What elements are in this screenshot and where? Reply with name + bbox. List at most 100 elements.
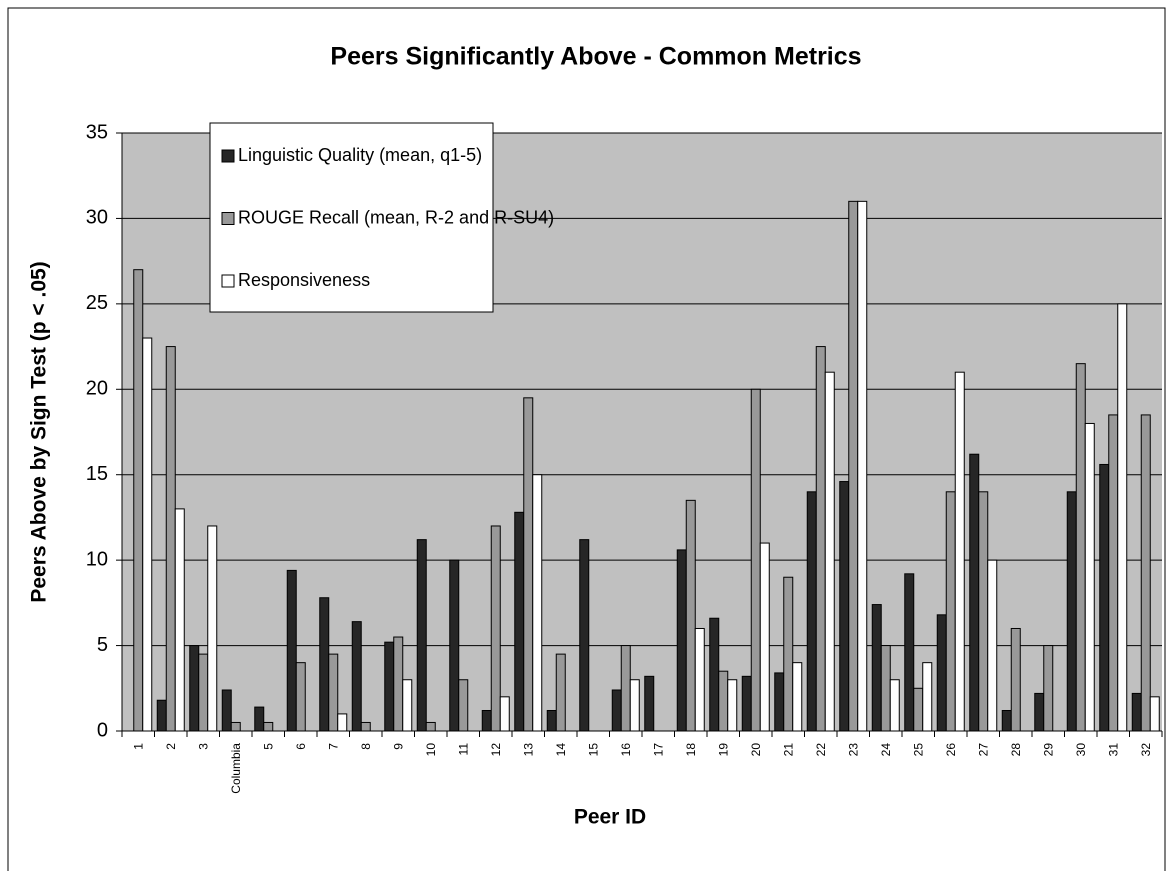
y-tick-label: 35: [86, 121, 108, 143]
bar: [207, 525, 218, 732]
x-tick-label: 22: [814, 743, 828, 757]
y-tick-label: 20: [86, 378, 108, 400]
x-tick-label: 25: [911, 743, 925, 757]
bar: [824, 371, 835, 732]
bar: [198, 653, 209, 732]
x-tick-label: 24: [879, 743, 893, 757]
bar: [611, 689, 622, 732]
bar: [360, 721, 371, 732]
bar: [555, 653, 566, 732]
x-tick-label: 7: [326, 743, 340, 750]
x-tick-label: 18: [684, 743, 698, 757]
bar: [759, 542, 770, 732]
legend-box: [209, 122, 494, 313]
bar: [174, 508, 185, 732]
bar: [904, 573, 915, 732]
x-tick-label: 1: [131, 743, 145, 750]
y-tick-label: 30: [86, 207, 108, 229]
bar: [1043, 645, 1054, 732]
bar: [1099, 463, 1110, 732]
bar: [402, 679, 413, 732]
y-tick-label: 0: [97, 719, 108, 741]
x-tick-label: 30: [1074, 743, 1088, 757]
x-tick-label: 16: [619, 743, 633, 757]
x-tick-label: 29: [1041, 743, 1055, 757]
bar: [328, 653, 339, 732]
bar: [286, 569, 297, 732]
x-tick-label: 17: [651, 743, 665, 757]
x-tick-label: 10: [424, 743, 438, 757]
bar: [319, 597, 330, 732]
legend-swatch: [221, 149, 235, 163]
bar: [1149, 696, 1160, 732]
bar: [351, 621, 362, 732]
bar: [384, 641, 395, 732]
bar: [871, 604, 882, 732]
bar: [1140, 414, 1151, 732]
bar: [815, 346, 826, 732]
bar: [727, 679, 738, 732]
x-tick-label: 6: [294, 743, 308, 750]
x-tick-label: 12: [489, 743, 503, 757]
bar: [913, 687, 924, 732]
x-tick-label: 15: [586, 743, 600, 757]
bar: [676, 549, 687, 732]
x-tick-label: 14: [554, 743, 568, 757]
y-tick-label: 15: [86, 463, 108, 485]
bar: [954, 371, 965, 732]
bar: [523, 397, 534, 732]
bar: [750, 388, 761, 732]
y-tick-label: 10: [86, 548, 108, 570]
bar: [709, 617, 720, 732]
y-tick-label: 25: [86, 292, 108, 314]
bar: [685, 499, 696, 732]
bar: [620, 645, 631, 732]
legend-label: Responsiveness: [238, 270, 370, 290]
bar: [416, 539, 427, 732]
bar: [1066, 491, 1077, 732]
bar: [425, 721, 436, 732]
x-tick-label: 26: [944, 743, 958, 757]
x-tick-label: 28: [1009, 743, 1023, 757]
bar: [629, 679, 640, 732]
bar: [945, 491, 956, 732]
chart-title: Peers Significantly Above - Common Metri…: [330, 43, 861, 71]
bar: [221, 689, 232, 732]
x-axis-label: Peer ID: [574, 806, 646, 829]
bar: [532, 474, 543, 732]
bar: [880, 645, 891, 732]
bar: [579, 539, 590, 732]
bar: [458, 679, 469, 732]
bar: [644, 675, 655, 732]
x-tick-label: Columbia: [229, 743, 243, 794]
bar: [969, 453, 980, 732]
bar: [337, 713, 348, 732]
y-axis-label: Peers Above by Sign Test (p < .05): [28, 261, 51, 602]
x-tick-label: 9: [391, 743, 405, 750]
y-tick-label: 5: [97, 634, 108, 656]
bar: [546, 709, 557, 732]
bar: [156, 699, 167, 732]
bar: [295, 662, 306, 732]
bar: [449, 559, 460, 732]
bar: [514, 511, 525, 732]
bar: [848, 200, 859, 732]
bar: [978, 491, 989, 732]
bar: [393, 636, 404, 732]
x-tick-label: 27: [976, 743, 990, 757]
bar: [987, 559, 998, 732]
bar: [839, 481, 850, 732]
legend-swatch: [221, 274, 235, 288]
bar: [165, 346, 176, 732]
x-tick-label: 23: [846, 743, 860, 757]
legend-label: Linguistic Quality (mean, q1-5): [238, 145, 482, 165]
bar: [142, 337, 153, 732]
bar: [774, 672, 785, 732]
bar: [263, 721, 274, 732]
bar: [1010, 627, 1021, 732]
x-tick-label: 32: [1139, 743, 1153, 757]
legend-swatch: [221, 212, 235, 225]
bar: [1108, 414, 1119, 732]
legend-label: ROUGE Recall (mean, R-2 and R-SU4): [238, 207, 554, 227]
